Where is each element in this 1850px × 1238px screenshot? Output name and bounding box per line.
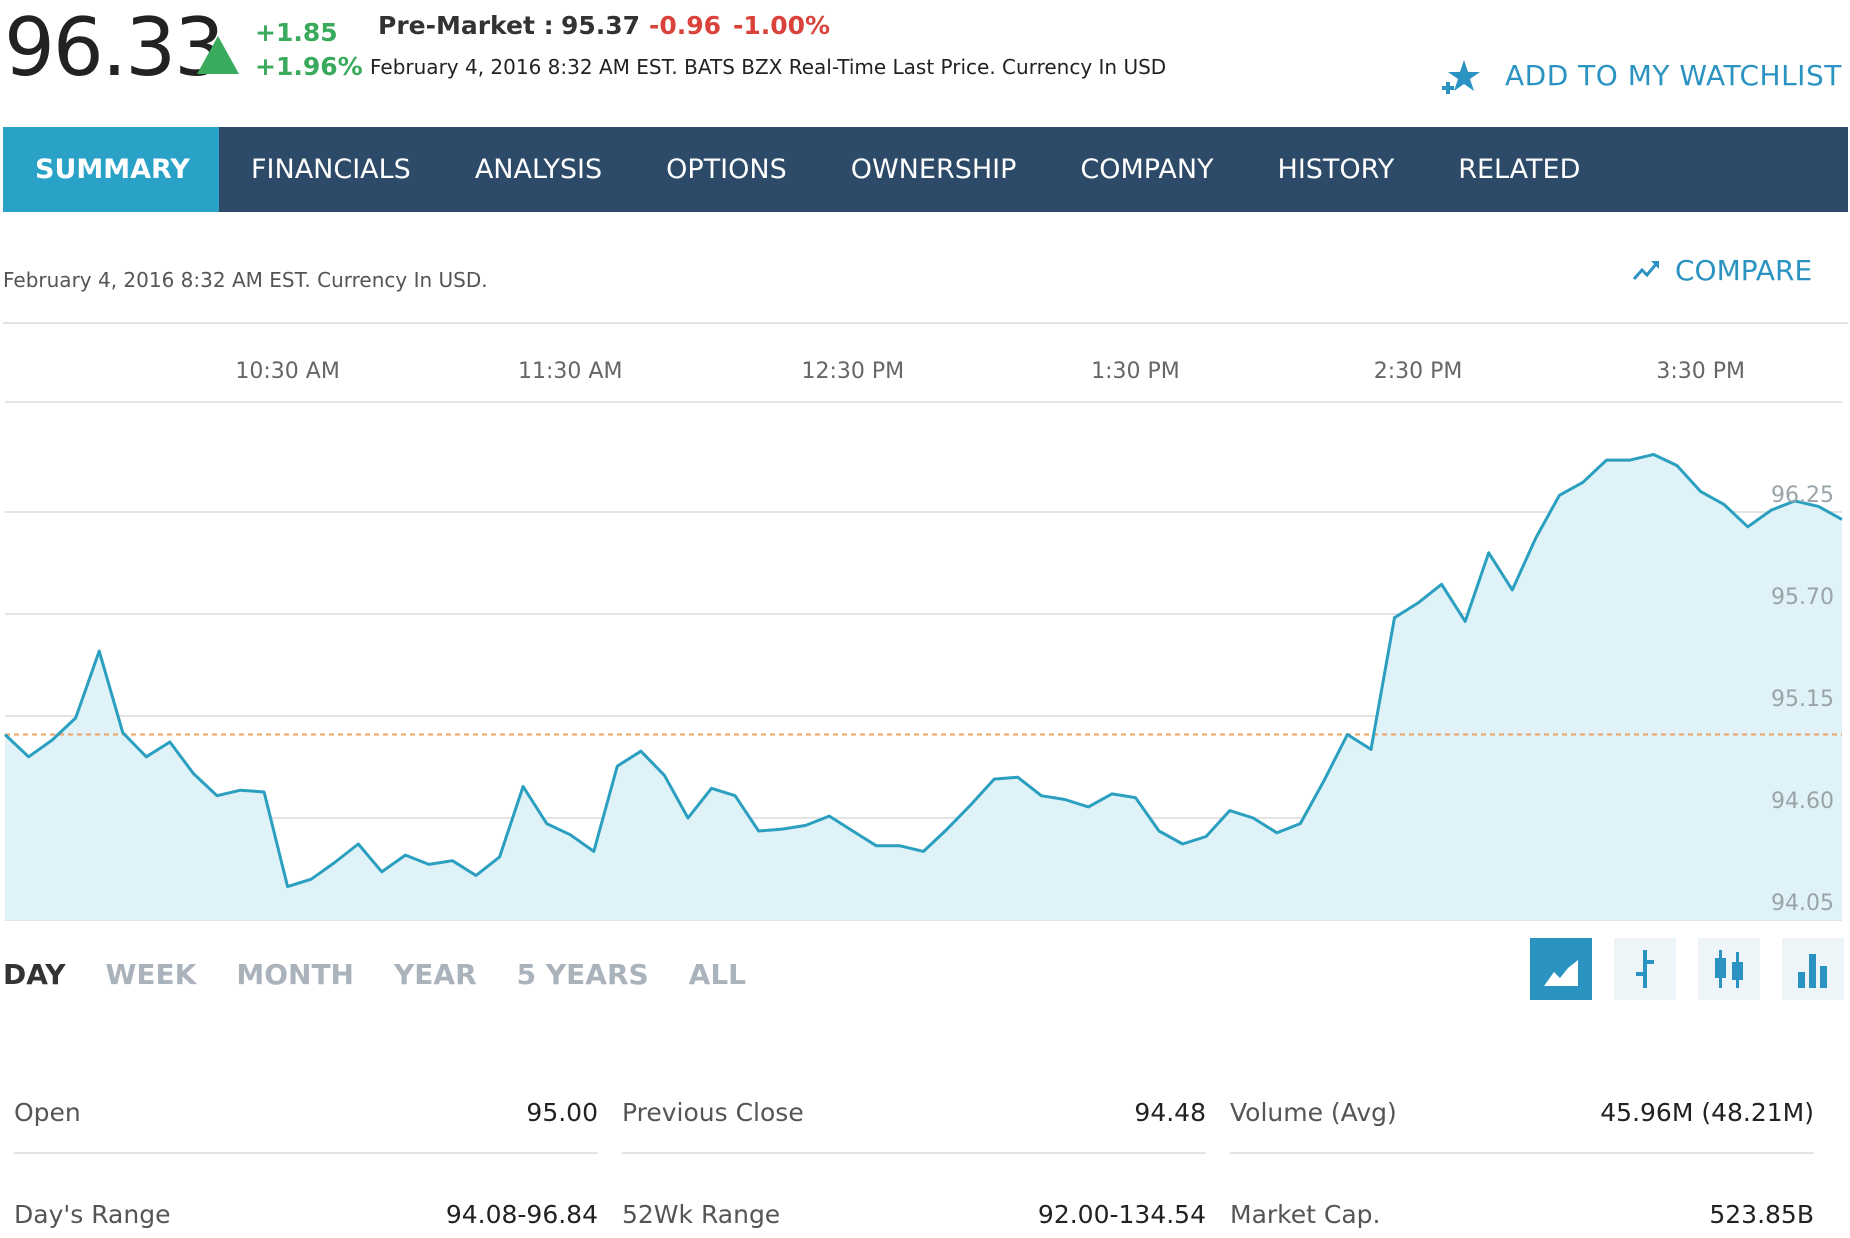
divider [3, 322, 1848, 324]
candlestick-chart-button[interactable] [1698, 938, 1760, 1000]
premarket-change-percent: -1.00% [733, 11, 831, 40]
main-nav: SUMMARY FINANCIALS ANALYSIS OPTIONS OWNE… [3, 127, 1848, 212]
y-tick-label: 96.25 [1771, 483, 1834, 508]
quote-meta: February 4, 2016 8:32 AM EST. BATS BZX R… [370, 55, 1167, 79]
bar-chart-button[interactable] [1782, 938, 1844, 1000]
tab-related[interactable]: RELATED [1458, 154, 1581, 185]
compare-button[interactable]: COMPARE [1675, 254, 1813, 287]
volume-value: 45.96M (48.21M) [1600, 1098, 1814, 1127]
y-tick-label: 94.60 [1771, 789, 1834, 814]
candlestick-chart-icon [1715, 950, 1743, 988]
range-day[interactable]: DAY [3, 958, 66, 991]
x-tick-label: 12:30 PM [802, 359, 905, 384]
open-label: Open [14, 1098, 81, 1127]
range-month[interactable]: MONTH [236, 958, 354, 991]
tab-history[interactable]: HISTORY [1277, 154, 1395, 185]
52wk-range-value: 92.00-134.54 [1037, 1200, 1206, 1229]
price-change: +1.85 [255, 18, 338, 47]
range-selector: DAY WEEK MONTH YEAR 5 YEARS ALL [3, 958, 786, 991]
up-arrow-icon [197, 36, 239, 74]
divider [14, 1152, 598, 1154]
y-tick-label: 94.05 [1771, 891, 1834, 916]
tab-ownership[interactable]: OWNERSHIP [850, 154, 1017, 185]
tab-summary[interactable]: SUMMARY [3, 127, 219, 212]
y-tick-label: 95.15 [1771, 687, 1834, 712]
x-tick-label: 11:30 AM [518, 359, 622, 384]
ohlc-chart-button[interactable] [1614, 938, 1676, 1000]
x-tick-label: 10:30 AM [235, 359, 339, 384]
x-tick-label: 1:30 PM [1091, 359, 1180, 384]
market-cap-value: 523.85B [1709, 1200, 1814, 1229]
trend-up-icon[interactable] [1632, 257, 1660, 283]
52wk-range-label: 52Wk Range [622, 1200, 781, 1229]
range-year[interactable]: YEAR [394, 958, 477, 991]
last-price: 96.33 [4, 1, 225, 94]
divider [1230, 1152, 1814, 1154]
premarket-price: 95.37 [561, 11, 641, 40]
open-value: 95.00 [526, 1098, 598, 1127]
mountain-chart-icon [1544, 960, 1578, 986]
mountain-chart-button[interactable] [1530, 938, 1592, 1000]
market-cap-label: Market Cap. [1230, 1200, 1381, 1229]
x-tick-label: 2:30 PM [1374, 359, 1463, 384]
tab-options[interactable]: OPTIONS [666, 154, 787, 185]
volume-label: Volume (Avg) [1230, 1098, 1397, 1127]
star-plus-icon[interactable] [1442, 58, 1480, 98]
price-chart[interactable]: 10:30 AM 11:30 AM 12:30 PM 1:30 PM 2:30 PM 3:… [0, 330, 1850, 926]
range-all[interactable]: ALL [688, 958, 747, 991]
add-to-watchlist-button[interactable]: ADD TO MY WATCHLIST [1505, 59, 1842, 92]
tab-financials[interactable]: FINANCIALS [251, 154, 411, 185]
range-week[interactable]: WEEK [105, 958, 197, 991]
days-range-label: Day's Range [14, 1200, 171, 1229]
ohlc-chart-icon [1636, 950, 1654, 988]
days-range-value: 94.08-96.84 [445, 1200, 598, 1229]
premarket-change: -0.96 [649, 11, 722, 40]
range-5-years[interactable]: 5 YEARS [516, 958, 649, 991]
bar-chart-icon [1798, 954, 1827, 988]
price-change-percent: +1.96% [255, 52, 363, 81]
y-tick-label: 95.70 [1771, 585, 1834, 610]
tab-company[interactable]: COMPANY [1080, 154, 1214, 185]
price-area-fill [5, 454, 1842, 920]
price-series-line [3, 453, 1843, 889]
previous-close-label: Previous Close [622, 1098, 804, 1127]
divider [622, 1152, 1206, 1154]
x-tick-label: 3:30 PM [1656, 359, 1745, 384]
previous-close-value: 94.48 [1134, 1098, 1206, 1127]
chart-date: February 4, 2016 8:32 AM EST. Currency I… [3, 268, 488, 292]
premarket-label: Pre-Market : [378, 11, 554, 40]
tab-analysis[interactable]: ANALYSIS [474, 154, 603, 185]
